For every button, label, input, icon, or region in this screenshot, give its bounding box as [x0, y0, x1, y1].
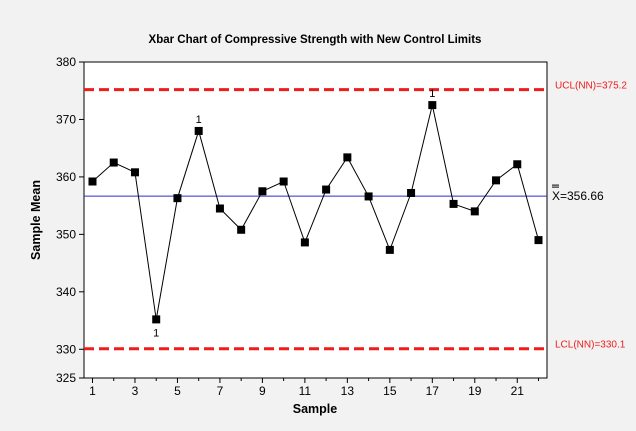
x-tick-label: 1: [89, 384, 96, 398]
data-point: [109, 158, 118, 167]
data-point: [237, 225, 246, 234]
center-line-label: =356.66: [560, 189, 604, 203]
data-point: [173, 194, 182, 203]
y-tick-label: 360: [56, 170, 76, 184]
data-point: [130, 168, 139, 177]
data-point: [492, 176, 501, 185]
x-tick-label: 7: [217, 384, 224, 398]
data-point: [194, 126, 203, 135]
data-point: [449, 199, 458, 208]
x-tick-label: 13: [341, 384, 355, 398]
x-tick-label: 9: [259, 384, 266, 398]
out-of-control-flag: 1: [196, 114, 202, 126]
center-line-symbol: X: [552, 189, 560, 203]
data-point: [152, 315, 161, 324]
data-series: [88, 101, 543, 324]
x-tick-label: 3: [132, 384, 139, 398]
plot-area: [83, 61, 548, 379]
out-of-control-flag: 1: [429, 88, 435, 100]
y-axis-label: Sample Mean: [29, 180, 43, 260]
y-tick-label: 380: [56, 55, 76, 69]
x-tick-label: 15: [383, 384, 397, 398]
y-tick-label: 330: [56, 342, 76, 356]
data-point: [279, 177, 288, 186]
control-limit-label: UCL(NN)=375.2: [555, 81, 627, 92]
x-tick-label: 17: [426, 384, 440, 398]
series-line: [92, 104, 539, 320]
data-point: [364, 192, 373, 201]
x-tick-label: 21: [511, 384, 525, 398]
data-point: [88, 177, 97, 186]
x-tick-label: 5: [174, 384, 181, 398]
control-limit-label: LCL(NN)=330.1: [555, 340, 626, 351]
x-axis-label: Sample: [293, 402, 338, 416]
y-tick-label: 340: [56, 285, 76, 299]
control-limit-lines: UCL(NN)=375.2 X =356.66 LCL(NN)=330.1: [84, 81, 627, 351]
data-point: [343, 153, 352, 162]
data-point: [513, 160, 522, 169]
data-point: [258, 187, 267, 196]
data-point: [470, 207, 479, 216]
data-point: [385, 245, 394, 254]
y-tick-label: 370: [56, 112, 76, 126]
y-axis: 325 330 340 350 360 370 380: [56, 55, 84, 385]
out-of-control-flag: 1: [153, 327, 159, 339]
data-point: [407, 188, 416, 197]
data-point: [534, 236, 543, 245]
y-tick-label: 350: [56, 227, 76, 241]
data-point: [215, 204, 224, 213]
x-axis: 1 3 5 7 9 11 13 15 17 19 21: [89, 378, 540, 398]
x-tick-label: 19: [468, 384, 482, 398]
data-point: [300, 238, 309, 247]
x-tick-label: 11: [299, 384, 312, 398]
annotations: 1 1 1: [153, 88, 435, 339]
data-point: [428, 101, 437, 110]
data-point: [322, 185, 331, 194]
chart-title: Xbar Chart of Compressive Strength with …: [149, 34, 482, 46]
y-tick-label: 325: [56, 371, 76, 385]
